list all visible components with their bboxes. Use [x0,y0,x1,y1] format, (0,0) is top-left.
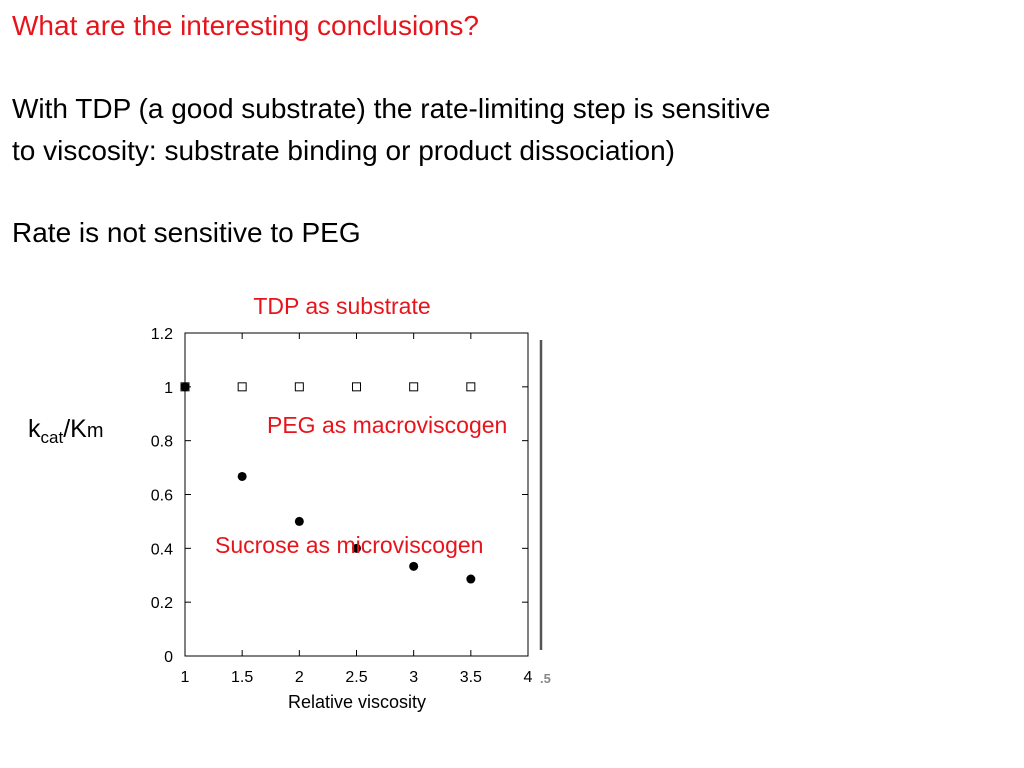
ylabel-sub: cat [40,428,64,447]
x-tick-label: 2 [295,669,304,686]
peg-data-point [294,382,304,392]
ylabel-k: k [28,415,41,443]
series-label-sucrose: Sucrose as microviscogen [215,532,483,558]
sucrose-data-point [352,543,361,553]
residual-tick-label: .5 [540,671,551,686]
sucrose-data-point [237,471,247,481]
y-tick-label: 1 [164,380,173,397]
conclusion-line-2: to viscosity: substrate binding or produ… [12,135,675,166]
plot-frame [184,332,529,657]
ylabel-m: m [86,420,104,442]
chart-title: TDP as substrate [253,293,430,319]
slide-heading: What are the interesting conclusions? [12,10,479,41]
x-tick-label: 3 [409,669,418,686]
peg-data-point [237,382,247,392]
peg-data-point [466,382,476,392]
x-tick-label: 4 [524,669,533,686]
y-tick-label: 0.2 [151,595,173,612]
y-tick-label: 1.2 [151,326,173,343]
y-tick-label: 0.6 [151,488,173,505]
x-tick-label: 1 [181,669,190,686]
conclusion-line-3: Rate is not sensitive to PEG [12,217,361,248]
x-tick-label: 1.5 [231,669,253,686]
peg-data-point [409,382,419,392]
series-label-peg: PEG as macroviscogen [267,412,507,438]
conclusion-line-1: With TDP (a good substrate) the rate-lim… [12,93,771,124]
x-tick-label: 3.5 [460,669,482,686]
y-axis-label: kcat/Km [28,415,103,448]
sucrose-data-point [466,574,476,584]
x-axis-label: Relative viscosity [288,692,426,712]
x-tick-label: 2.5 [345,669,367,686]
sucrose-data-point [294,516,304,526]
ylabel-rest: /K [63,415,87,443]
sucrose-data-point [180,382,190,392]
y-tick-label: 0 [164,649,173,666]
y-tick-label: 0.4 [151,541,173,558]
peg-data-point [352,382,361,392]
sucrose-data-point [409,561,419,571]
y-tick-label: 0.8 [151,434,173,451]
